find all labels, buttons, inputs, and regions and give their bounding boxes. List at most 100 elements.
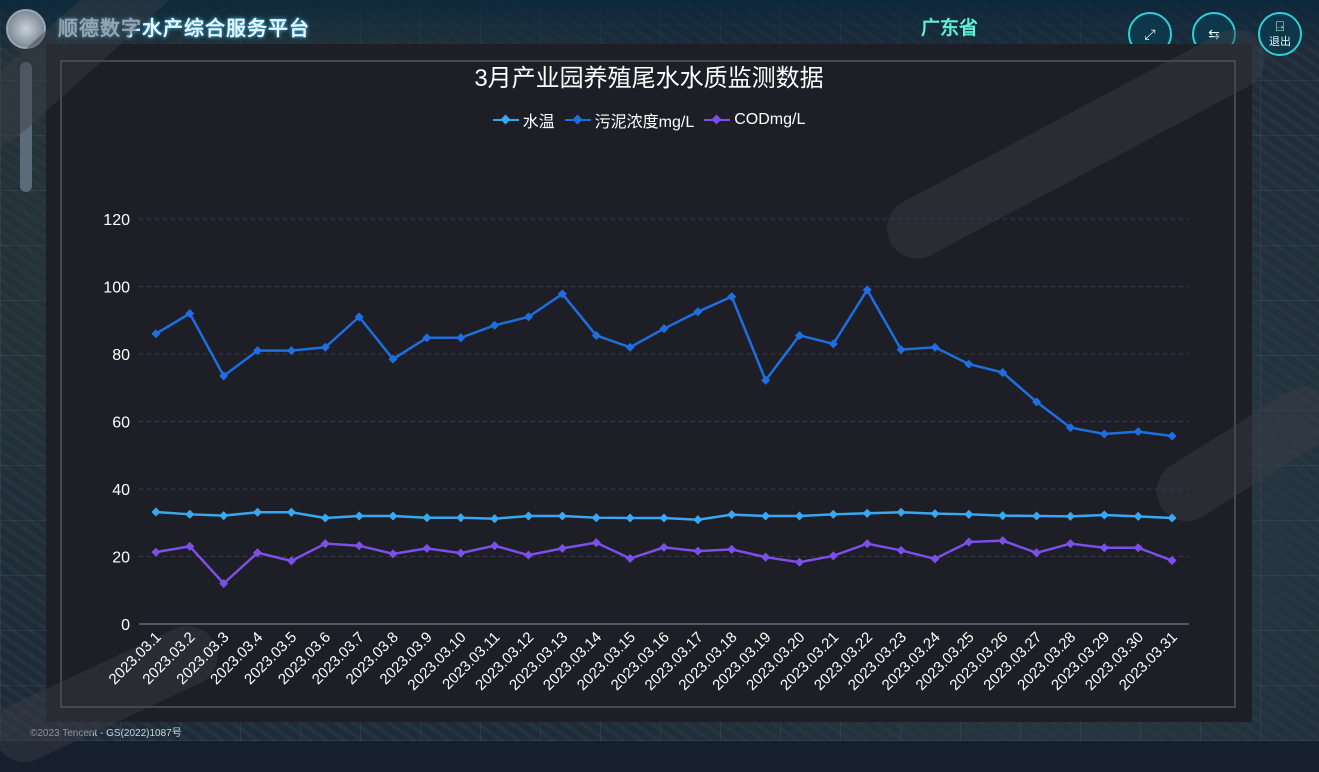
data-point bbox=[523, 312, 534, 322]
data-point bbox=[761, 511, 771, 521]
data-point bbox=[490, 541, 500, 551]
data-point bbox=[253, 507, 263, 517]
switch-icon: ⇆ bbox=[1208, 26, 1220, 42]
legend-label: 水温 bbox=[522, 114, 555, 131]
data-point bbox=[625, 513, 635, 523]
data-point bbox=[794, 511, 805, 521]
data-point bbox=[659, 324, 669, 334]
data-point bbox=[896, 507, 906, 517]
data-point bbox=[320, 539, 330, 549]
zoom-slider[interactable] bbox=[20, 62, 32, 192]
data-point bbox=[1167, 513, 1177, 523]
data-point bbox=[1065, 511, 1075, 521]
data-point bbox=[422, 513, 432, 523]
dialog-frame bbox=[60, 60, 1236, 708]
legend-item-sludge[interactable]: 污泥浓度mg/L bbox=[564, 108, 695, 132]
data-point bbox=[896, 345, 906, 355]
data-point bbox=[1133, 427, 1143, 437]
data-point bbox=[490, 320, 500, 330]
exit-button[interactable]: ⍈ 退出 bbox=[1258, 12, 1302, 56]
data-point bbox=[1032, 548, 1042, 558]
data-point bbox=[964, 537, 974, 547]
legend-swatch-icon bbox=[492, 114, 519, 126]
data-point bbox=[185, 541, 195, 551]
data-point bbox=[523, 550, 534, 560]
y-tick-label: 0 bbox=[121, 617, 130, 634]
data-point bbox=[151, 507, 161, 517]
top-bar bbox=[0, 0, 1319, 48]
chart-legend: 水温 污泥浓度mg/L CODmg/L bbox=[46, 108, 1252, 132]
province-label[interactable]: 广东省 bbox=[921, 18, 979, 39]
data-point bbox=[320, 513, 330, 523]
data-point bbox=[1065, 539, 1075, 549]
data-point bbox=[1167, 431, 1177, 441]
data-point bbox=[490, 514, 500, 524]
data-point bbox=[1099, 543, 1109, 553]
data-point bbox=[862, 508, 872, 518]
data-point bbox=[354, 511, 364, 521]
data-point bbox=[964, 509, 974, 519]
data-point bbox=[998, 536, 1008, 546]
data-point bbox=[930, 342, 940, 352]
data-point bbox=[727, 510, 737, 520]
y-tick-label: 80 bbox=[112, 347, 130, 364]
data-point bbox=[456, 513, 466, 523]
data-point bbox=[388, 511, 398, 521]
data-point bbox=[625, 553, 635, 564]
line-chart[interactable]: 0204060801001202023.03.12023.03.22023.03… bbox=[46, 44, 1252, 722]
data-point bbox=[591, 513, 601, 523]
data-point bbox=[1099, 510, 1109, 520]
data-point bbox=[761, 552, 771, 562]
data-point bbox=[354, 541, 364, 551]
data-point bbox=[998, 368, 1008, 378]
map-compass-icon[interactable] bbox=[6, 9, 46, 49]
exit-icon: ⍈ bbox=[1275, 18, 1285, 34]
series-line bbox=[155, 287, 1173, 438]
legend-label: CODmg/L bbox=[734, 111, 806, 128]
data-point bbox=[1133, 511, 1143, 521]
data-point bbox=[794, 557, 805, 567]
y-tick-label: 40 bbox=[112, 482, 130, 499]
fullscreen-icon: ⤢ bbox=[1144, 26, 1156, 42]
y-tick-label: 120 bbox=[103, 212, 130, 229]
left-side-panel bbox=[0, 56, 48, 696]
data-point bbox=[896, 545, 906, 555]
legend-item-cod[interactable]: CODmg/L bbox=[704, 108, 805, 132]
data-point bbox=[930, 554, 940, 564]
data-point bbox=[557, 511, 567, 521]
map-credit: ©2023 Tencent - GS(2022)1087号 bbox=[30, 728, 182, 739]
y-tick-label: 100 bbox=[103, 280, 130, 297]
data-point bbox=[456, 333, 466, 343]
data-point bbox=[151, 547, 161, 557]
data-point bbox=[693, 546, 703, 556]
y-tick-label: 60 bbox=[112, 415, 130, 432]
data-point bbox=[727, 292, 737, 302]
data-point bbox=[1167, 556, 1177, 566]
data-point bbox=[1032, 511, 1042, 521]
data-point bbox=[591, 538, 601, 548]
data-point bbox=[253, 548, 263, 558]
data-point bbox=[286, 556, 296, 566]
data-point bbox=[557, 543, 567, 553]
app-title: 顺德数字水产综合服务平台 bbox=[58, 18, 310, 40]
data-point bbox=[1133, 543, 1143, 553]
data-point bbox=[930, 509, 940, 519]
data-point bbox=[727, 544, 737, 554]
data-point bbox=[456, 548, 466, 558]
exit-label: 退出 bbox=[1269, 36, 1291, 48]
data-point bbox=[693, 515, 703, 525]
data-point bbox=[523, 511, 534, 521]
legend-item-water-temp[interactable]: 水温 bbox=[492, 108, 555, 132]
data-point bbox=[185, 509, 195, 519]
data-point bbox=[659, 542, 669, 552]
data-point bbox=[659, 513, 669, 523]
data-point bbox=[422, 543, 432, 553]
data-point bbox=[185, 308, 195, 319]
data-point bbox=[693, 307, 703, 317]
data-point bbox=[964, 359, 974, 369]
legend-label: 污泥浓度mg/L bbox=[594, 114, 695, 131]
data-point bbox=[1099, 429, 1109, 439]
data-point bbox=[625, 342, 635, 352]
legend-swatch-icon bbox=[564, 114, 591, 126]
